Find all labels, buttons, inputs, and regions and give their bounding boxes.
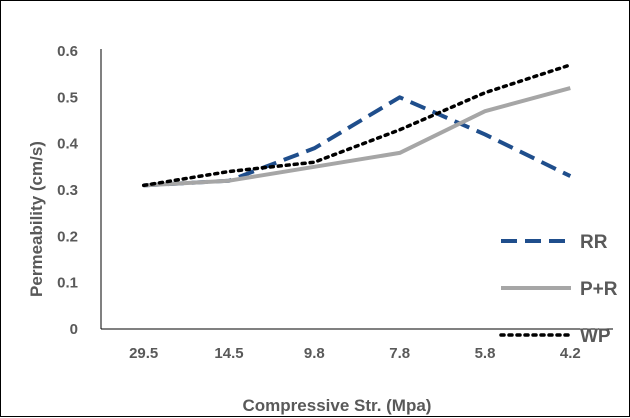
x-tick-label: 4.2 <box>560 345 581 362</box>
y-axis-title: Permeability (cm/s) <box>27 141 46 297</box>
y-tick-label: 0.5 <box>57 89 78 106</box>
y-tick-labels: 0 0.1 0.2 0.3 0.4 0.5 0.6 <box>57 43 79 338</box>
legend: RR P+R WP <box>499 232 618 347</box>
x-tick-label: 7.8 <box>389 345 410 362</box>
y-tick-label: 0 <box>70 321 78 338</box>
legend-label: P+R <box>580 279 618 300</box>
x-tick-labels: 29.5 14.5 9.8 7.8 5.8 4.2 <box>129 345 581 362</box>
x-axis-title: Compressive Str. (Mpa) <box>243 396 432 415</box>
x-tick-label: 14.5 <box>214 345 243 362</box>
axes <box>100 49 613 330</box>
legend-label: WP <box>580 326 611 347</box>
y-tick-label: 0.6 <box>57 43 78 60</box>
series-line-rr <box>143 95 572 188</box>
series-line-p-r <box>143 86 571 188</box>
x-tick-label: 9.8 <box>304 345 325 362</box>
x-tick-label: 29.5 <box>129 345 158 362</box>
x-tick-label: 5.8 <box>475 345 496 362</box>
y-tick-label: 0.4 <box>57 136 79 153</box>
legend-label: RR <box>580 232 608 253</box>
y-tick-label: 0.1 <box>57 275 78 292</box>
y-tick-label: 0.2 <box>57 228 78 245</box>
series-lines <box>141 63 573 188</box>
y-tick-label: 0.3 <box>57 182 78 199</box>
series-line-wp <box>141 63 573 188</box>
